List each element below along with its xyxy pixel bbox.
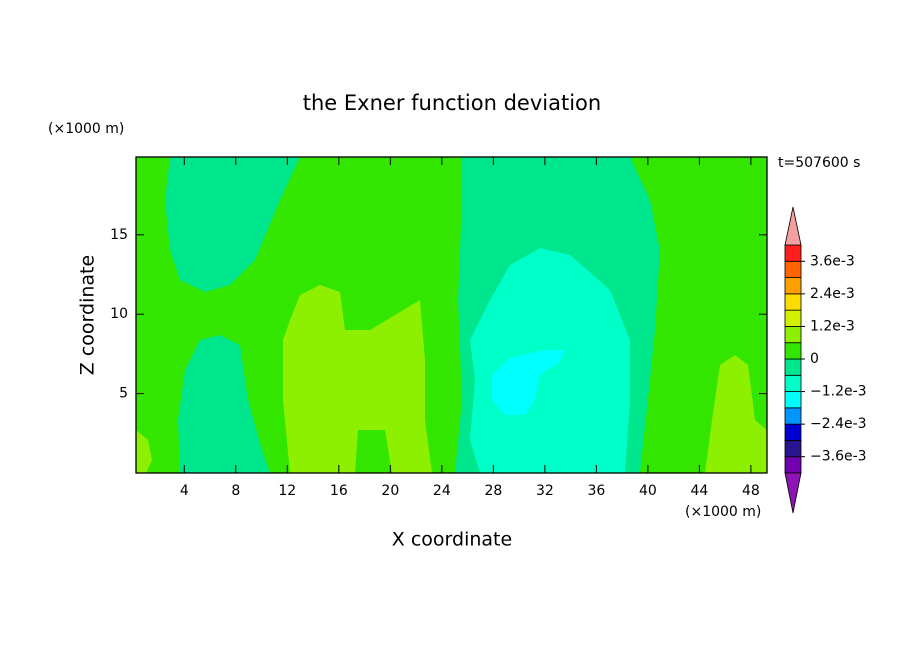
colorbar-under [784, 472, 802, 514]
colorbar-label: −3.6e-3 [810, 449, 867, 465]
colorbar-bin [784, 326, 802, 344]
colorbar-bin [784, 293, 802, 311]
colorbar-label: 3.6e-3 [810, 253, 855, 269]
colorbar-over [784, 206, 802, 246]
colorbar-bin [784, 277, 802, 295]
colorbar-bin [784, 374, 802, 392]
x-tick-label: 24 [433, 483, 451, 499]
y-tick-label: 10 [110, 306, 128, 322]
contour-region [492, 350, 565, 415]
x-tick-label: 44 [690, 483, 708, 499]
x-tick-label: 32 [536, 483, 554, 499]
x-tick-label: 8 [231, 483, 240, 499]
x-tick-label: 48 [742, 483, 760, 499]
colorbar-bin [784, 456, 802, 474]
colorbar-bin [784, 342, 802, 360]
plot-area [135, 156, 768, 474]
x-axis-label: X coordinate [392, 529, 512, 551]
colorbar-bin [784, 358, 802, 376]
x-tick-label: 12 [278, 483, 296, 499]
time-annotation: t=507600 s [778, 155, 860, 171]
x-tick-label: 28 [484, 483, 502, 499]
x-tick-label: 16 [330, 483, 348, 499]
colorbar-bin [784, 423, 802, 441]
y-tick-label: 15 [110, 227, 128, 243]
x-tick-label: 20 [381, 483, 399, 499]
x-unit: (×1000 m) [685, 504, 761, 520]
colorbar-bin [784, 440, 802, 458]
y-tick-label: 5 [119, 386, 128, 402]
colorbar-label: 1.2e-3 [810, 318, 855, 334]
colorbar-bin [784, 309, 802, 327]
y-axis-label: Z coordinate [77, 255, 99, 375]
contour-region [165, 157, 300, 292]
y-unit: (×1000 m) [48, 121, 124, 137]
contour-region [355, 430, 392, 473]
plot-frame [135, 156, 768, 474]
colorbar-bin [784, 244, 802, 262]
x-tick-label: 36 [587, 483, 605, 499]
colorbar-label: 0 [810, 351, 819, 367]
x-tick-label: 40 [639, 483, 657, 499]
contour-region [283, 285, 432, 473]
colorbar-label: −2.4e-3 [810, 416, 867, 432]
colorbar-bin [784, 391, 802, 409]
contour-region [136, 430, 152, 473]
colorbar-bin [784, 407, 802, 425]
colorbar-label: −1.2e-3 [810, 384, 867, 400]
contour-region [178, 335, 270, 473]
colorbar-bin [784, 260, 802, 278]
x-tick-label: 4 [180, 483, 189, 499]
colorbar-label: 2.4e-3 [810, 286, 855, 302]
contour-region [705, 355, 767, 473]
chart-title: the Exner function deviation [303, 91, 601, 115]
